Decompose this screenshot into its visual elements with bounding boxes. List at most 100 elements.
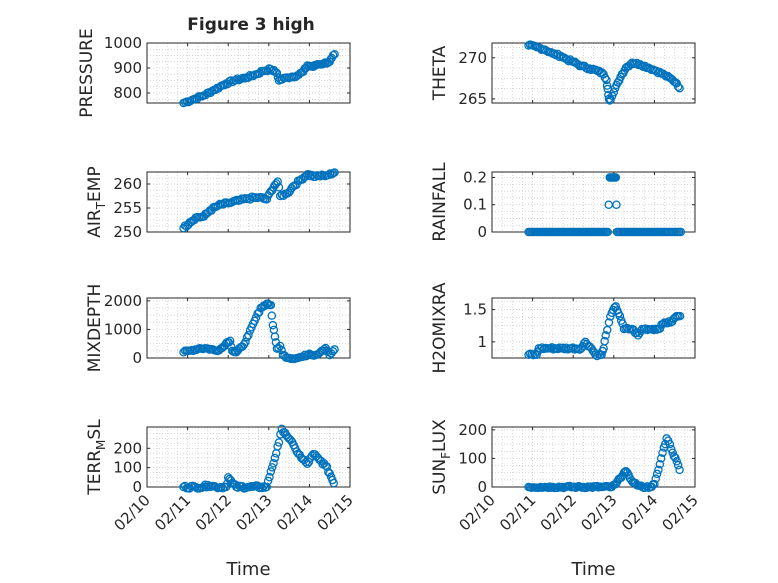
data-point (606, 95, 615, 104)
y-tick-label: 100 (113, 459, 142, 477)
data-point (615, 311, 625, 321)
axes-box (146, 171, 351, 233)
series-markers (179, 299, 339, 364)
data-point (603, 227, 612, 237)
data-point (675, 465, 684, 475)
x-tick-label: 02/11 (151, 491, 194, 534)
minor-grid (491, 172, 696, 233)
data-point (257, 483, 267, 493)
data-point (673, 82, 683, 92)
panel-air_temp: 250 255 260 AIRTEMP (85, 166, 351, 241)
y-label-part: LUX (430, 419, 450, 452)
data-point (259, 482, 268, 491)
y-label-part: SL (85, 419, 105, 440)
y-tick-label: 0 (132, 478, 142, 496)
data-point (650, 479, 659, 489)
data-point (244, 330, 253, 340)
y-axis-label: PRESSURE (77, 28, 97, 117)
y-tick-label: 0.1 (463, 196, 487, 214)
series-markers (524, 40, 684, 105)
y-tick-label: 0 (477, 223, 487, 241)
data-point (319, 59, 328, 68)
data-point (665, 439, 675, 449)
data-point (600, 73, 610, 83)
data-point (664, 317, 674, 326)
x-tick-label: 02/13 (577, 491, 620, 534)
y-axis-label: TERRMSL (85, 419, 108, 496)
data-point (231, 76, 241, 85)
data-point (609, 88, 619, 97)
y-tick-label: 250 (113, 223, 142, 241)
data-point (221, 482, 231, 492)
panel-theta: 265 270 THETA (430, 40, 696, 108)
data-point (675, 83, 684, 93)
x-axis-label: Time (225, 559, 270, 580)
data-point (675, 311, 685, 321)
data-point (604, 318, 614, 327)
data-point (330, 50, 339, 59)
x-axis-label: Time (570, 559, 615, 580)
y-label-subscript: M (94, 440, 108, 450)
series-markers (524, 302, 685, 361)
data-point (273, 442, 282, 451)
data-point (269, 325, 279, 335)
data-point (324, 467, 333, 477)
y-tick-label: 1 (477, 333, 487, 351)
data-point (673, 460, 683, 470)
y-axis-label: AIRTEMP (85, 166, 108, 237)
data-point (655, 459, 665, 469)
x-tick-label: 02/12 (537, 491, 580, 534)
data-point (564, 56, 573, 66)
data-point (611, 302, 621, 311)
data-point (605, 96, 614, 105)
minor-grid (146, 427, 351, 488)
data-point (269, 459, 278, 468)
data-point (216, 482, 226, 492)
data-point (651, 474, 661, 483)
data-point (270, 332, 280, 341)
data-point (266, 300, 276, 310)
data-point (265, 472, 274, 482)
y-axis-label: THETA (430, 45, 450, 101)
axes-box (146, 297, 351, 359)
data-point (611, 173, 621, 182)
data-point (272, 68, 282, 78)
data-point (267, 311, 277, 320)
data-point (283, 433, 292, 442)
data-point (616, 473, 626, 482)
y-label-part: AIR (85, 209, 105, 238)
data-point (612, 200, 621, 209)
y-tick-label: 1000 (104, 34, 142, 52)
data-point (274, 183, 284, 192)
data-point (658, 448, 667, 457)
data-point (652, 469, 662, 479)
y-axis-label: SUNFLUX (430, 419, 453, 495)
series-markers (179, 168, 339, 233)
data-point (649, 325, 659, 335)
series-markers (179, 424, 339, 493)
y-label-subscript: F (439, 452, 453, 459)
y-tick-label: 800 (113, 84, 142, 102)
y-tick-label: 0.2 (463, 168, 487, 186)
panel-rainfall: 0 0.1 0.2 RAINFALL (430, 162, 696, 242)
series-markers (524, 173, 686, 237)
data-point (274, 438, 284, 447)
data-point (669, 452, 679, 461)
panel-h2omixra: 1 1.5 H2OMIXRA (430, 282, 696, 374)
x-tick-label: 02/15 (659, 491, 702, 534)
x-tick-label: 02/10 (111, 491, 154, 534)
data-point (676, 227, 686, 237)
y-tick-label: 1.5 (463, 301, 487, 319)
y-tick-label: 0 (477, 478, 487, 496)
y-tick-label: 1000 (104, 320, 142, 338)
y-label-part: EMP (85, 166, 105, 202)
data-point (328, 347, 338, 356)
data-point (329, 478, 339, 488)
y-label-part: SUN (430, 459, 450, 495)
figure-title: Figure 3 high (187, 15, 315, 35)
axes-box (146, 42, 351, 104)
data-point (241, 337, 250, 347)
